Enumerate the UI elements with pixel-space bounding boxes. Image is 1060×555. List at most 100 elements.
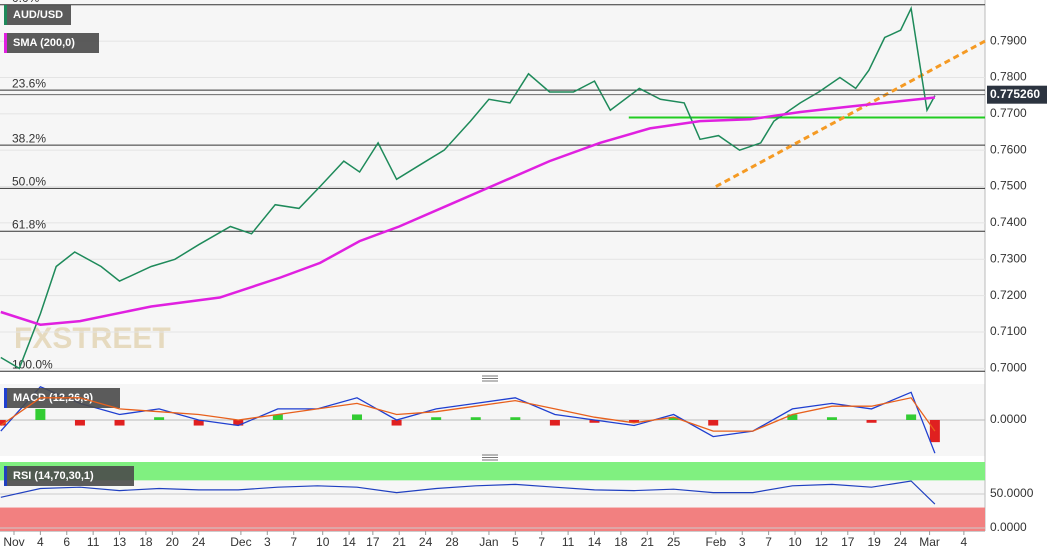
x-tick-label: Dec <box>230 535 251 549</box>
fib-label: 50.0% <box>12 175 46 189</box>
x-tick-label: 5 <box>512 535 519 549</box>
x-tick-label: 7 <box>538 535 545 549</box>
histogram-bar <box>787 414 798 420</box>
histogram-bar <box>589 420 600 423</box>
legend-box <box>4 5 71 25</box>
rsi-line <box>0 480 936 505</box>
histogram-bar <box>0 420 6 426</box>
histogram-bar <box>510 417 521 420</box>
x-tick-label: 18 <box>139 535 153 549</box>
x-tick-label: 10 <box>788 535 802 549</box>
x-tick-label: 4 <box>37 535 44 549</box>
price-line <box>0 5 936 370</box>
x-tick-label: Feb <box>706 535 727 549</box>
legend-label: SMA (200,0) <box>13 37 75 49</box>
histogram-bar <box>114 420 125 426</box>
x-tick-label: 17 <box>841 535 855 549</box>
trendline <box>715 39 986 188</box>
y-tick-label: 0.7500 <box>990 179 1027 193</box>
histogram-bar <box>391 420 402 426</box>
histogram-bar <box>154 417 165 420</box>
y-tick-label: 0.7000 <box>990 361 1027 375</box>
fib-label: 100.0% <box>12 357 53 371</box>
y-tick-label: 0.0000 <box>990 520 1027 534</box>
last-price-box <box>987 85 1047 104</box>
y-tick-label: 0.7200 <box>990 288 1027 302</box>
y-tick-label: 0.7700 <box>990 106 1027 120</box>
legend-box <box>4 33 99 53</box>
histogram-bar <box>272 414 283 420</box>
x-tick-label: 28 <box>445 535 459 549</box>
y-tick-label: 0.7400 <box>990 215 1027 229</box>
x-tick-label: 10 <box>316 535 330 549</box>
x-tick-label: 14 <box>588 535 602 549</box>
histogram-bar <box>470 417 481 420</box>
x-tick-label: 25 <box>667 535 681 549</box>
legend-swatch <box>4 33 7 53</box>
x-tick-label: Jan <box>479 535 498 549</box>
last-price-label: 0.775260 <box>990 87 1040 101</box>
histogram-bar <box>668 417 679 420</box>
x-tick-label: 11 <box>87 535 100 549</box>
x-tick-label: 24 <box>894 535 908 549</box>
legend-item: RSI (14,70,30,1) <box>4 466 134 486</box>
x-tick-label: 24 <box>419 535 433 549</box>
histogram-bar <box>708 420 719 426</box>
y-tick-label: 50.0000 <box>990 486 1034 500</box>
overbought-band <box>0 462 985 481</box>
x-tick-label: 20 <box>166 535 180 549</box>
x-tick-label: Nov <box>3 535 24 549</box>
legend-box <box>4 466 134 486</box>
histogram-bar <box>866 420 877 423</box>
histogram-bar <box>193 420 204 426</box>
histogram-bar <box>629 420 640 423</box>
legend-label: AUD/USD <box>13 9 63 21</box>
signal-line <box>0 397 936 432</box>
oversold-band <box>0 507 985 531</box>
legend-item: AUD/USD <box>4 5 71 25</box>
x-tick-label: 3 <box>739 535 746 549</box>
x-tick-label: 13 <box>113 535 127 549</box>
sma-line <box>0 96 936 326</box>
fib-label: 61.8% <box>12 217 46 231</box>
histogram-bar <box>352 414 363 420</box>
x-tick-label: 14 <box>342 535 356 549</box>
y-tick-label: 0.7900 <box>990 33 1027 47</box>
x-tick-label: 7 <box>765 535 772 549</box>
watermark: FXSTREET <box>14 322 171 355</box>
x-tick-label: 21 <box>393 535 407 549</box>
x-tick-label: 11 <box>562 535 575 549</box>
histogram-bar <box>906 414 917 420</box>
x-tick-label: 7 <box>290 535 297 549</box>
x-tick-label: 12 <box>815 535 829 549</box>
y-tick-label: 0.0000 <box>990 412 1027 426</box>
x-tick-label: 21 <box>641 535 655 549</box>
legend-swatch <box>4 466 7 486</box>
y-tick-label: 0.7100 <box>990 324 1027 338</box>
fib-label: 0.0% <box>12 0 40 5</box>
x-tick-label: 24 <box>192 535 206 549</box>
fib-label: 23.6% <box>12 76 46 90</box>
x-tick-label: Mar <box>919 535 940 549</box>
histogram-bar <box>233 420 244 426</box>
legend-swatch <box>4 5 7 25</box>
histogram-bar <box>826 417 837 420</box>
legend-item: SMA (200,0) <box>4 33 99 53</box>
splitter[interactable] <box>482 375 498 461</box>
x-tick-label: 3 <box>264 535 271 549</box>
legend-label: RSI (14,70,30,1) <box>13 470 94 482</box>
y-tick-label: 0.7300 <box>990 251 1027 265</box>
legend-swatch <box>4 388 7 408</box>
histogram-bar <box>74 420 85 426</box>
x-tick-label: 6 <box>63 535 70 549</box>
histogram-bar <box>431 417 442 420</box>
x-tick-label: 17 <box>366 535 380 549</box>
y-tick-label: 0.7600 <box>990 142 1027 156</box>
histogram-bar <box>35 408 46 420</box>
y-tick-label: 0.7800 <box>990 70 1027 84</box>
x-tick-label: 4 <box>961 535 968 549</box>
histogram-bar <box>549 420 560 426</box>
macd-line <box>0 386 936 454</box>
